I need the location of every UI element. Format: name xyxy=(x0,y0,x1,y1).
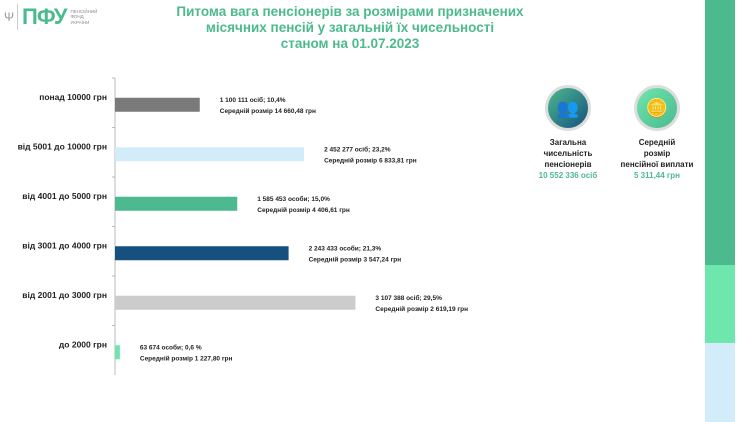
logo-line: України xyxy=(70,19,90,25)
data-label: 1 100 111 осіб; 10,4% xyxy=(220,96,286,104)
kpi-label: розмір xyxy=(643,149,671,158)
decor-strip-lightgreen xyxy=(705,265,735,343)
category-label: від 2001 до 3000 грн xyxy=(22,290,107,300)
data-label: Середній розмір 3 547,24 грн xyxy=(309,255,402,263)
data-label: Середній розмір 4 406,61 грн xyxy=(257,206,350,214)
data-label: 1 585 453 особи; 15,0% xyxy=(257,195,330,203)
data-label: 2 452 277 осіб; 23,2% xyxy=(324,145,391,153)
data-label: Середній розмір 2 619,19 грн xyxy=(375,305,468,313)
decor-strip-lightblue xyxy=(705,343,735,422)
logo-line: фонд xyxy=(70,14,84,20)
bar xyxy=(115,345,120,360)
data-label: 2 243 433 особи; 21,3% xyxy=(309,244,382,252)
title-line: станом на 01.07.2023 xyxy=(280,36,420,51)
bar xyxy=(115,295,356,310)
kpi-label: пенсійної виплати xyxy=(620,160,694,169)
kpi-total-pensioners: 👥 Загальна чисельність пенсіонерів 10 55… xyxy=(523,85,613,181)
logo-subtitle: Пенсійний фонд України xyxy=(70,9,97,26)
pfu-logo: Ψ ПФУ Пенсійний фонд України xyxy=(4,4,97,30)
people-icon: 👥 xyxy=(545,85,591,131)
title-line: місячних пенсій у загальній їх чисельнос… xyxy=(205,20,495,35)
title-line: Питома вага пенсіонерів за розмірами при… xyxy=(176,4,524,19)
kpi-value: 5 311,44 грн xyxy=(634,171,680,180)
decor-strip-green xyxy=(705,0,735,265)
bar xyxy=(115,147,305,162)
bar xyxy=(115,196,238,211)
category-label: від 5001 до 10000 грн xyxy=(18,141,107,151)
category-label: від 4001 до 5000 грн xyxy=(22,191,107,201)
kpi-label: чисельність xyxy=(543,149,593,158)
data-label: Середній розмір 6 833,81 грн xyxy=(324,156,417,164)
data-label: 3 107 388 осіб; 29,5% xyxy=(375,294,442,302)
kpi-average-pension: 🪙 Середній розмір пенсійної виплати 5 31… xyxy=(612,85,702,181)
bar xyxy=(115,246,289,261)
coins-icon: 🪙 xyxy=(634,85,680,131)
category-label: до 2000 грн xyxy=(59,339,107,349)
bar-chart: понад 10000 грн 1 100 111 осіб; 10,4% Сере… xyxy=(18,77,468,375)
chart-title: Питома вага пенсіонерів за розмірами при… xyxy=(170,4,530,52)
logo-text: ПФУ xyxy=(17,4,67,30)
kpi-label: пенсіонерів xyxy=(544,160,592,169)
trident-icon: Ψ xyxy=(4,10,15,24)
data-label: Середній розмір 14 660,48 грн xyxy=(220,107,316,115)
category-label: понад 10000 грн xyxy=(39,92,107,102)
kpi-label: Загальна xyxy=(549,138,587,147)
data-label: 63 674 особи; 0,6 % xyxy=(140,343,202,351)
bar xyxy=(115,97,200,112)
kpi-label: Середній xyxy=(638,138,676,147)
logo-line: Пенсійний xyxy=(70,8,98,14)
kpi-value: 10 552 336 осіб xyxy=(538,171,598,180)
data-label: Середній розмір 1 227,80 грн xyxy=(140,354,233,362)
category-label: від 3001 до 4000 грн xyxy=(22,240,107,250)
